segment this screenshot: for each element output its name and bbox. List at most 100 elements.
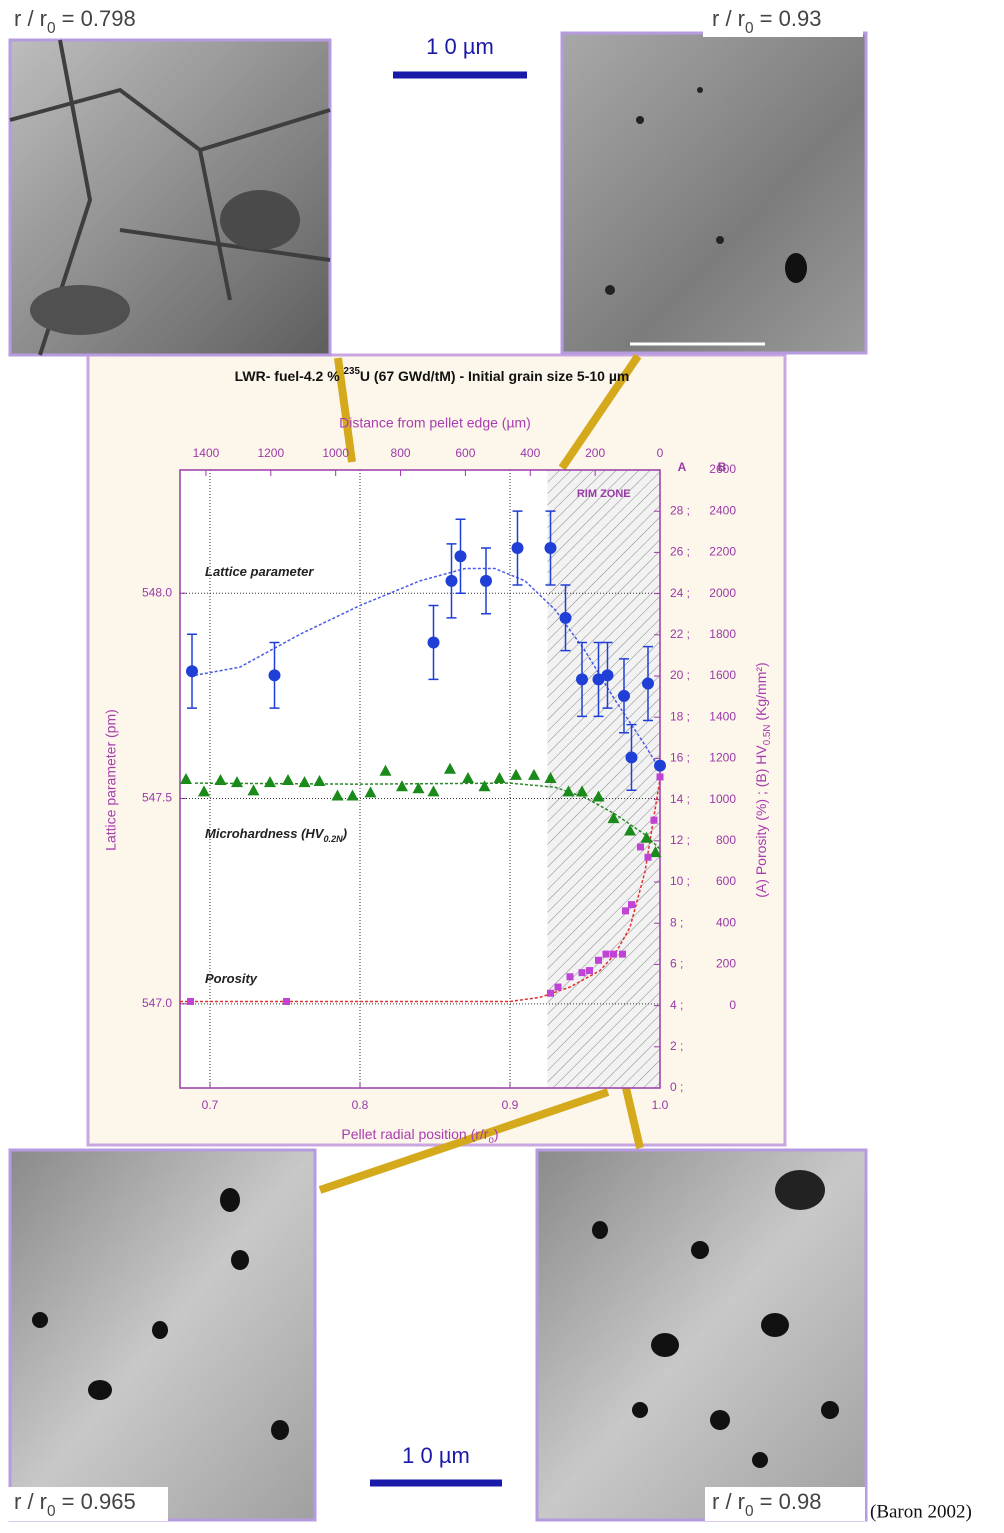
y3-tick-label: 200 <box>716 957 736 971</box>
point <box>576 785 588 797</box>
micrograph-label-part: = 0.798 <box>56 6 136 31</box>
point <box>478 780 491 792</box>
point <box>396 780 408 792</box>
x2-axis-label: Distance from pellet edge (µm) <box>339 415 531 431</box>
point <box>562 785 575 797</box>
point <box>592 673 605 686</box>
x-axis-label-part: ) <box>494 1126 499 1142</box>
chart-title: LWR- fuel-4.2 % 235U (67 GWd/tM) - Initi… <box>235 366 630 384</box>
point <box>547 989 554 997</box>
point <box>619 950 626 958</box>
x2-tick-label: 800 <box>391 446 411 460</box>
point <box>628 901 635 909</box>
point <box>427 636 440 649</box>
label-box <box>8 1487 168 1521</box>
y3-tick-label: 1400 <box>709 709 736 723</box>
micrograph <box>560 31 868 355</box>
scale-label: 1 0 µm <box>426 34 494 59</box>
point <box>511 542 524 555</box>
y2-tick-label: 18 ; <box>670 709 690 723</box>
point <box>559 611 572 624</box>
label-box <box>703 3 863 37</box>
y2-axis-label: (A) Porosity (%) ; (B) HV0.5N (Kg/mm²) <box>753 662 773 897</box>
label-box <box>705 1487 865 1521</box>
rim-zone <box>547 470 660 1088</box>
point <box>268 669 281 682</box>
y3-tick-label: 600 <box>716 874 736 888</box>
micrograph-label-part: 0 <box>47 1503 56 1520</box>
connector <box>318 353 644 1194</box>
point <box>640 831 653 843</box>
y2-tick-label: 16 ; <box>670 751 690 765</box>
y3-tick-label: 1600 <box>709 668 736 682</box>
point <box>331 789 344 801</box>
y2-tick-label: 10 ; <box>670 874 690 888</box>
point <box>493 771 506 783</box>
micrograph-label-part: r / r <box>14 1489 47 1514</box>
y2-tick-label: 24 ; <box>670 586 690 600</box>
x-tick-label: 0.8 <box>352 1098 369 1112</box>
point <box>622 907 629 915</box>
point <box>427 785 440 797</box>
point <box>601 669 614 682</box>
micrograph-label-part: 0 <box>47 20 56 37</box>
point <box>510 768 522 780</box>
point <box>180 773 192 784</box>
point <box>618 689 630 702</box>
y3-tick-label: 2200 <box>709 545 736 559</box>
y3-tick-label: 400 <box>716 915 736 929</box>
x-axis-label-part: Pellet radial position (r/r <box>341 1126 488 1142</box>
micrograph-label: r / r0 = 0.965 <box>14 1489 136 1520</box>
x-tick-label: 0.9 <box>502 1098 519 1112</box>
x2-tick-label: 600 <box>455 446 475 460</box>
y-tick-label: 547.0 <box>142 996 172 1010</box>
point <box>379 764 392 776</box>
y2-tick-label: 26 ; <box>670 545 690 559</box>
micrograph-label-part: = 0.93 <box>754 6 822 31</box>
point <box>637 843 644 851</box>
y-tick-label: 548.0 <box>142 585 172 599</box>
x2-tick-label: 200 <box>585 446 605 460</box>
point <box>313 775 326 787</box>
x2-tick-label: 1000 <box>322 446 349 460</box>
micrograph-label: r / r0 = 0.798 <box>14 6 136 37</box>
series-label-part: 0.2N <box>323 834 343 844</box>
x-tick-label: 0.7 <box>202 1098 219 1112</box>
series-label-part: Lattice parameter <box>205 564 314 579</box>
point <box>642 677 654 690</box>
point <box>480 574 492 587</box>
y2-tick-label: 6 ; <box>670 957 683 971</box>
x-axis-label-part: o <box>488 1135 494 1146</box>
point <box>544 771 557 783</box>
chart-title-part: 235 <box>344 366 361 377</box>
point <box>654 759 666 772</box>
fit-line <box>180 778 661 1003</box>
point <box>445 574 458 587</box>
y3-tick-label: 2000 <box>709 586 736 600</box>
series-label: Microhardness (HV0.2N) <box>205 826 347 844</box>
micrograph-label-part: 0 <box>745 20 754 37</box>
y2-tick-label: 22 ; <box>670 627 690 641</box>
point <box>610 950 617 958</box>
chart-title-part: U (67 GWd/tM) - Initial grain size 5-10 … <box>360 368 629 384</box>
y2-tick-label: 2 ; <box>670 1039 683 1053</box>
point <box>607 812 620 824</box>
point <box>592 790 605 802</box>
micrograph <box>8 38 332 357</box>
point <box>602 950 610 958</box>
micrograph-label-part: r / r <box>712 6 745 31</box>
y-axis-label: Lattice parameter (pm) <box>103 709 119 851</box>
micrograph-label-part: 0 <box>745 1503 754 1520</box>
micrograph-label: r / r0 = 0.93 <box>712 6 821 37</box>
y3-tick-label: 1000 <box>709 792 736 806</box>
point <box>554 983 562 991</box>
point <box>412 782 425 794</box>
y3-tick-label: 2600 <box>709 462 736 476</box>
y2-axis-label-part: (Kg/mm²) <box>753 662 769 724</box>
x2-tick-label: 400 <box>520 446 540 460</box>
point <box>566 973 574 981</box>
y3-tick-label: 800 <box>716 833 736 847</box>
micrograph-label-part: r / r <box>14 6 47 31</box>
micrograph-label-part: r / r <box>712 1489 745 1514</box>
